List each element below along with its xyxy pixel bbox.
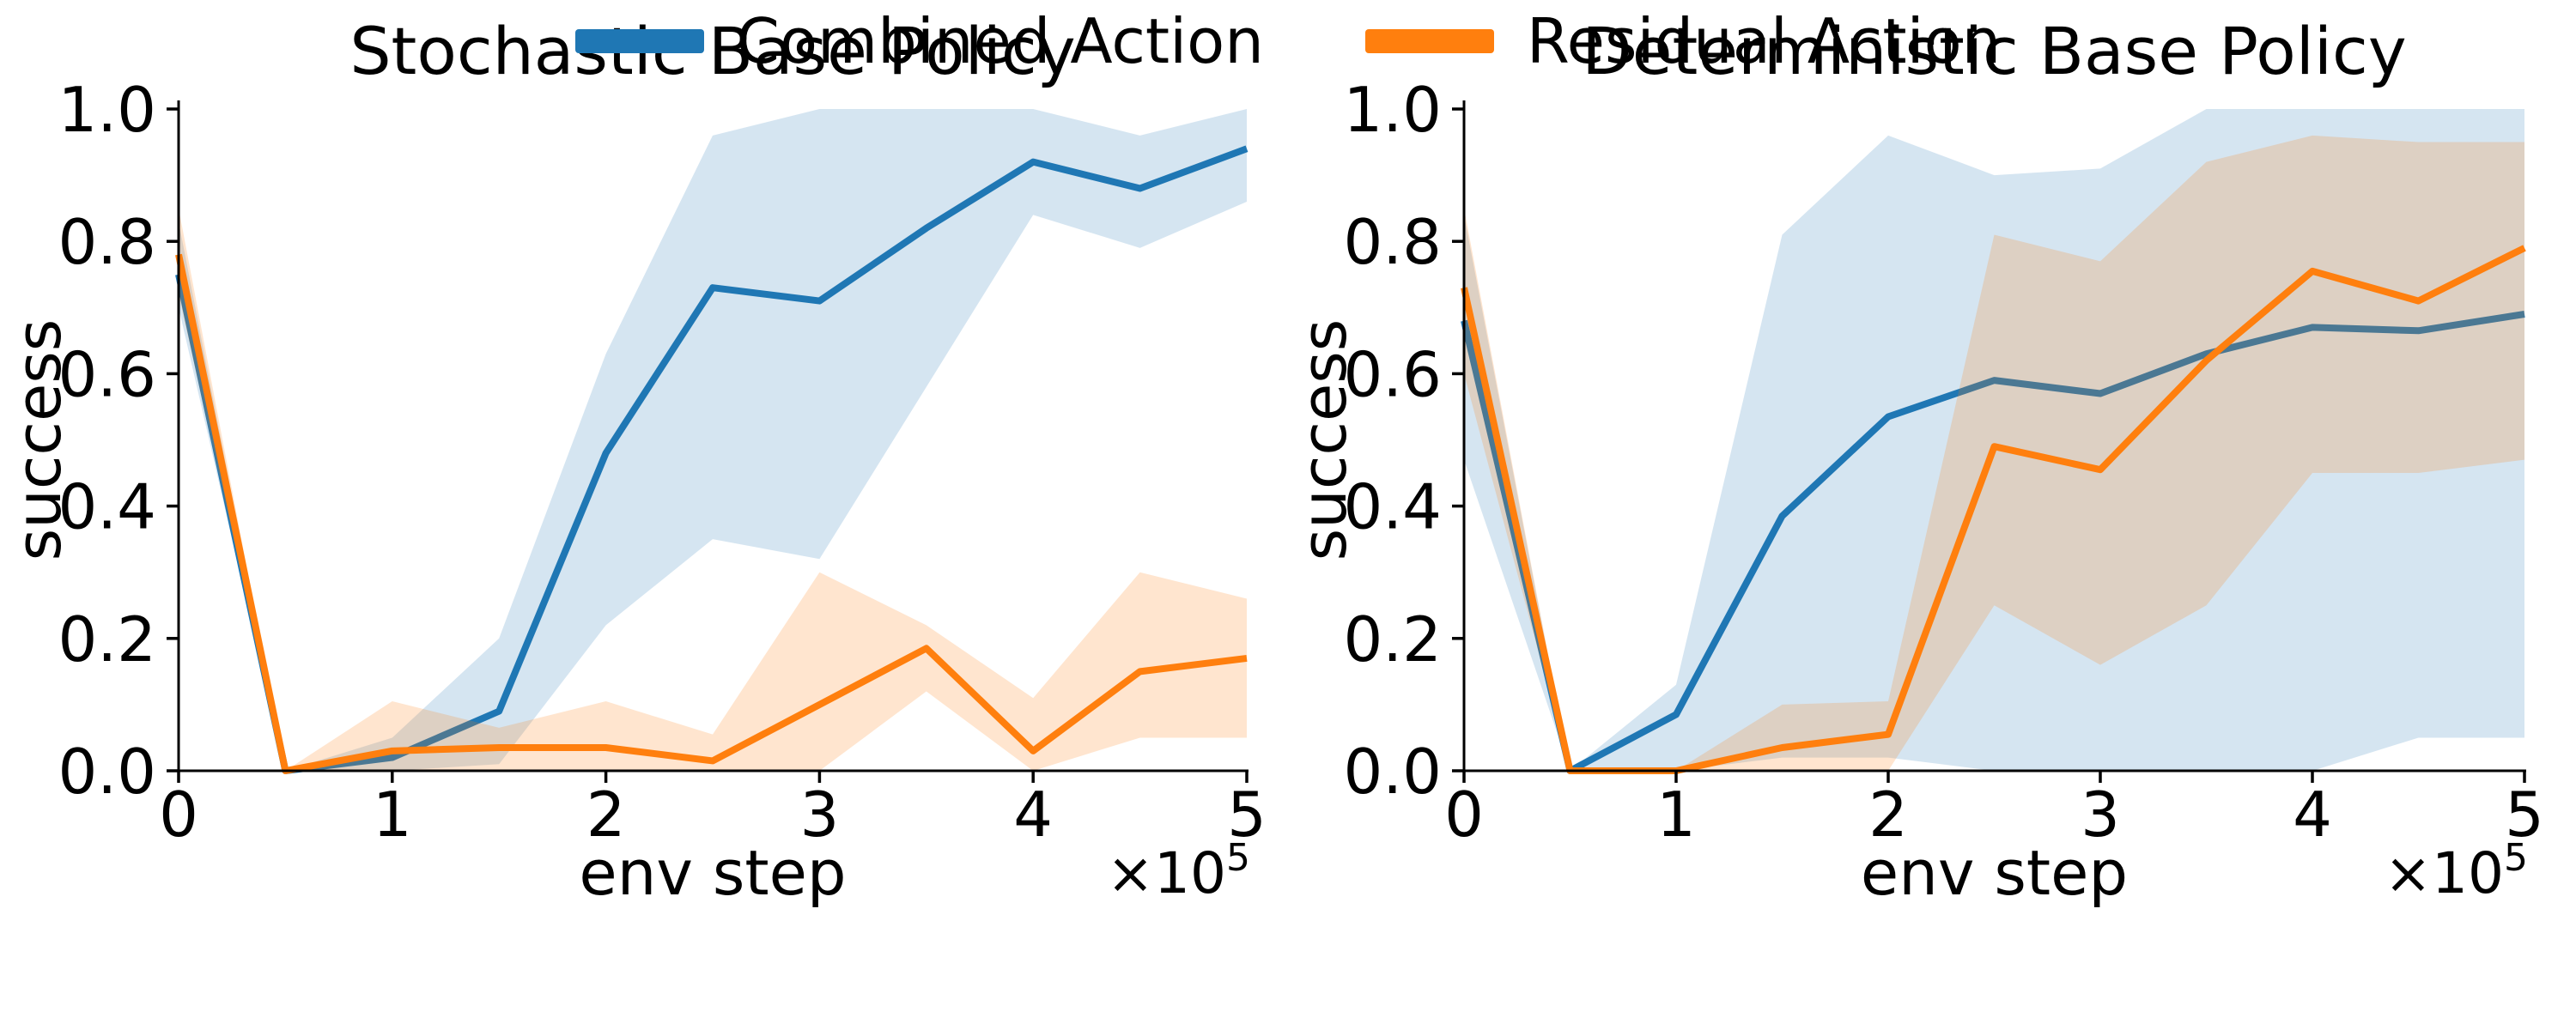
panel-title: Deterministic Base Policy bbox=[1582, 13, 2406, 89]
line-residual-action bbox=[175, 253, 1248, 774]
y-tick-label: 0.6 bbox=[1343, 338, 1442, 410]
legend-item-residual-action: Residual Action bbox=[1364, 5, 2002, 77]
panel-title: Stochastic Base Policy bbox=[349, 13, 1075, 89]
legend-item-combined-action: Combined Action bbox=[574, 5, 1264, 77]
y-tick-label: 0.8 bbox=[58, 206, 156, 278]
legend: Combined Action Residual Action bbox=[0, 0, 2576, 82]
x-tick-label: 2 bbox=[586, 779, 626, 851]
panel-stochastic: 0 1 2 3 4 5 0.0 0.2 0.4 0.6 0.8 1.0 Stochastic Base … bbox=[3, 13, 1267, 909]
y-tick-label: 0.6 bbox=[58, 338, 156, 410]
x-tick-label: 4 bbox=[2293, 779, 2332, 851]
y-tick-label: 0.0 bbox=[1343, 736, 1442, 808]
x-tick-label: 2 bbox=[1868, 779, 1908, 851]
x-tick-label: 5 bbox=[2505, 779, 2544, 851]
y-tick-label: 0.8 bbox=[1343, 206, 1442, 278]
y-axis-label: success bbox=[1288, 319, 1360, 561]
x-tick-label: 4 bbox=[1013, 779, 1053, 851]
x-tick-label: 1 bbox=[1656, 779, 1696, 851]
x-axis-label: env step bbox=[1861, 837, 2128, 909]
x-tick-label: 3 bbox=[2081, 779, 2120, 851]
band-combined-action bbox=[179, 109, 1247, 771]
band-combined-action bbox=[1464, 109, 2524, 771]
band-residual-action bbox=[179, 208, 1247, 771]
panel-deterministic: 0 1 2 3 4 5 0.0 0.2 0.4 0.6 0.8 1.0 Deterministic Ba… bbox=[1288, 13, 2544, 909]
y-tick-label: 0.2 bbox=[1343, 603, 1442, 676]
legend-label-residual-action: Residual Action bbox=[1526, 5, 2002, 77]
line-combined-action bbox=[1461, 311, 2525, 774]
y-tick-label: 1.0 bbox=[1343, 74, 1442, 146]
line-combined-action bbox=[175, 145, 1249, 774]
x-tick-label: 0 bbox=[159, 779, 198, 851]
y-tick-label: 1.0 bbox=[58, 74, 156, 146]
y-axis-label: success bbox=[3, 319, 75, 561]
x-axis-offset-label: ×105 bbox=[1107, 836, 1250, 906]
x-tick-label: 0 bbox=[1444, 779, 1484, 851]
y-tick-label: 0.0 bbox=[58, 736, 156, 808]
x-axis-offset-label: ×105 bbox=[2385, 836, 2528, 906]
x-tick-label: 1 bbox=[373, 779, 412, 851]
x-axis-label: env step bbox=[579, 837, 846, 909]
legend-label-combined-action: Combined Action bbox=[736, 5, 1264, 77]
x-tick-label: 3 bbox=[799, 779, 839, 851]
y-tick-label: 0.4 bbox=[1343, 471, 1442, 543]
x-tick-label: 5 bbox=[1227, 779, 1267, 851]
y-tick-label: 0.4 bbox=[58, 471, 156, 543]
y-tick-label: 0.2 bbox=[58, 603, 156, 676]
legend-swatch-residual-action-icon bbox=[1364, 29, 1494, 53]
legend-swatch-combined-action-icon bbox=[574, 29, 704, 53]
